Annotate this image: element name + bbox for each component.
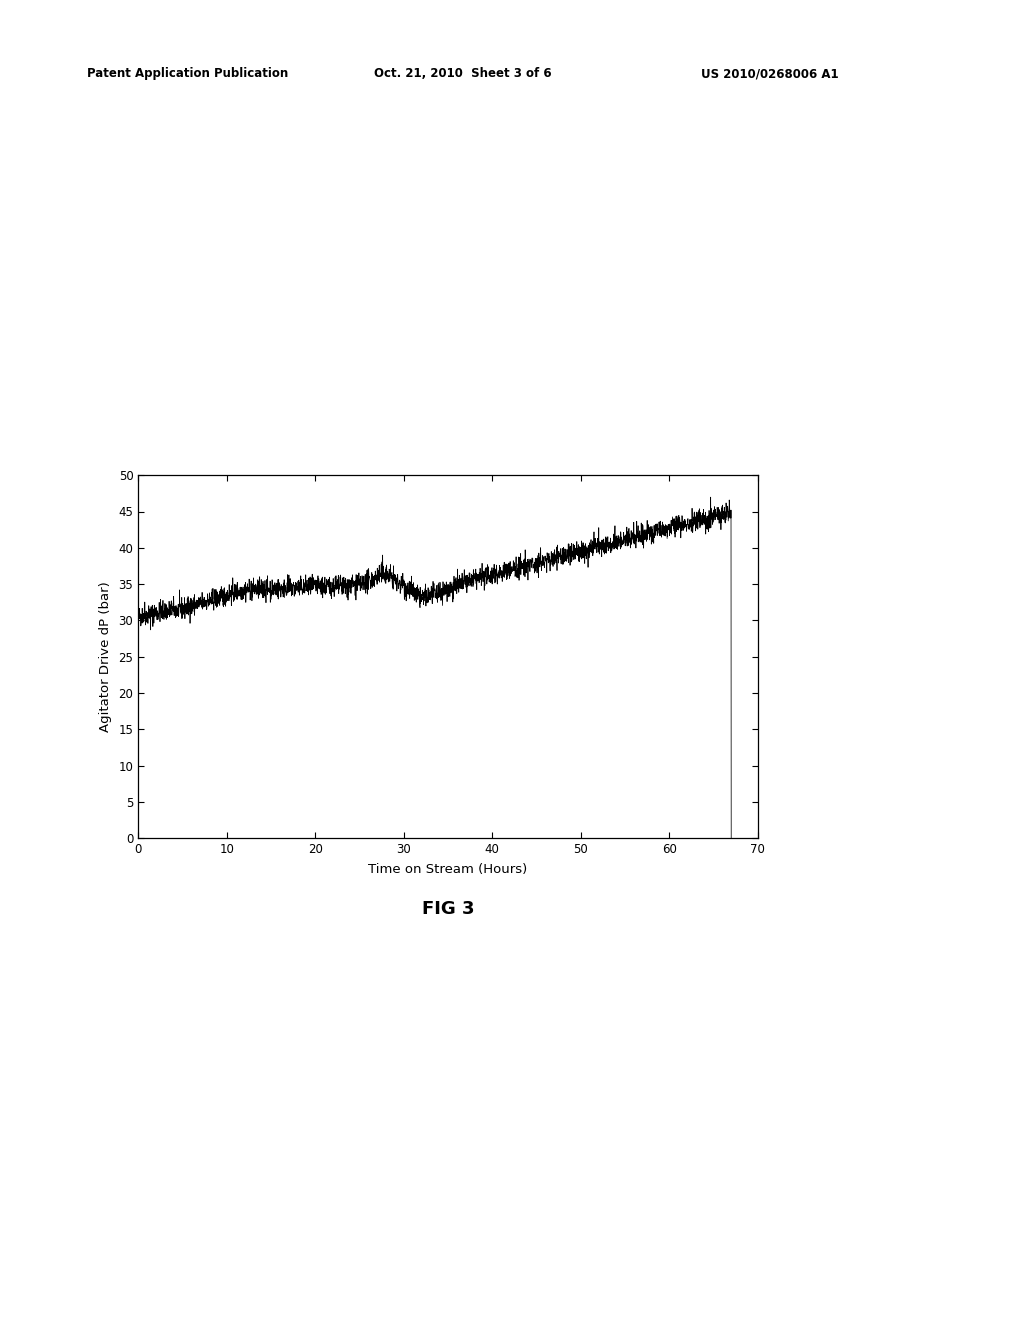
Text: Patent Application Publication: Patent Application Publication [87,67,289,81]
X-axis label: Time on Stream (Hours): Time on Stream (Hours) [369,863,527,876]
Text: FIG 3: FIG 3 [422,900,474,919]
Text: Oct. 21, 2010  Sheet 3 of 6: Oct. 21, 2010 Sheet 3 of 6 [374,67,551,81]
Y-axis label: Agitator Drive dP (bar): Agitator Drive dP (bar) [98,581,112,733]
Text: US 2010/0268006 A1: US 2010/0268006 A1 [701,67,839,81]
